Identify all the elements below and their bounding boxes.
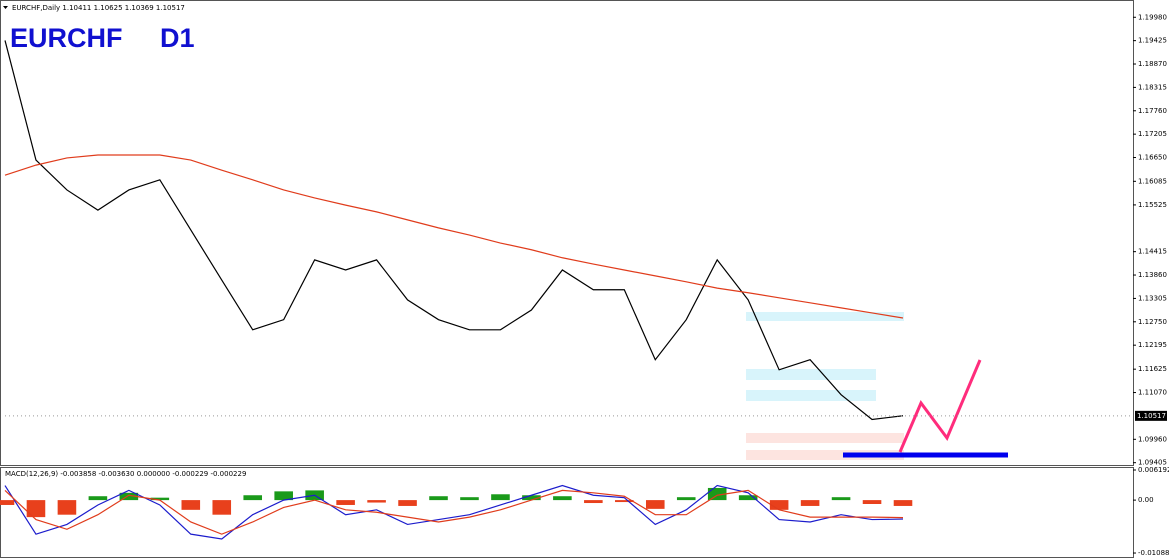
y-tick-label: 0.006192 (1138, 466, 1169, 474)
histogram-bar (584, 500, 603, 504)
histogram-bar (181, 500, 201, 510)
histogram-bar (367, 500, 386, 503)
histogram-bar (800, 500, 820, 506)
y-tick-label: 1.19425 (1138, 37, 1167, 45)
histogram-bar (0, 500, 15, 505)
histogram-bar (831, 497, 851, 501)
zone (746, 369, 876, 380)
y-tick-label: 1.18315 (1138, 83, 1167, 91)
menu-arrow[interactable] (3, 6, 8, 9)
overlay-title: EURCHF D1 (10, 23, 195, 53)
histogram-bar (522, 495, 541, 501)
y-tick-label: 1.13860 (1138, 271, 1167, 279)
y-tick-label: 1.09960 (1138, 435, 1167, 443)
histogram-bar (615, 500, 634, 503)
histogram-bar (893, 500, 913, 506)
indicator-label: MACD(12,26,9) -0.003858 -0.003630 0.0000… (5, 470, 246, 478)
series-line (4, 484, 904, 540)
y-tick-label: 1.12750 (1138, 318, 1167, 326)
y-tick-label: 1.19980 (1138, 13, 1167, 21)
histogram-bar (553, 496, 572, 501)
zone (746, 312, 904, 321)
histogram-bar (150, 497, 170, 501)
price-panel (0, 0, 1134, 466)
y-tick-label: 1.17760 (1138, 107, 1167, 115)
last-price-box (1135, 410, 1167, 421)
last-price-label: 1.10517 (1137, 412, 1166, 420)
series-line (4, 489, 904, 535)
y-tick-label: 1.16085 (1138, 177, 1167, 185)
series-line (4, 154, 904, 319)
zone (746, 450, 904, 460)
histogram-bar (398, 500, 417, 506)
y-tick-label: 1.14415 (1138, 248, 1167, 256)
y-tick-label: 1.15525 (1138, 201, 1167, 209)
series-line (4, 40, 904, 421)
y-tick-label: 1.16650 (1138, 154, 1167, 162)
histogram-bar (429, 496, 448, 501)
histogram-bar (707, 487, 727, 501)
histogram-bar (491, 494, 510, 501)
histogram-bar (738, 495, 758, 501)
histogram-bar (26, 500, 46, 518)
y-tick-label: 1.18870 (1138, 60, 1167, 68)
histogram-bar (243, 495, 263, 501)
histogram-bar (460, 497, 479, 501)
y-tick-label: 1.11070 (1138, 389, 1167, 397)
zone (746, 433, 904, 443)
histogram-bar (645, 500, 665, 509)
histogram-bar (88, 496, 108, 501)
zone (746, 390, 876, 401)
macd-panel (0, 467, 1134, 558)
histogram-bar (212, 500, 232, 515)
projection (898, 359, 982, 453)
histogram-bar (336, 500, 355, 505)
y-tick-label: 1.17205 (1138, 130, 1167, 138)
y-tick-label: 1.11625 (1138, 365, 1167, 373)
y-tick-label: 1.09405 (1138, 459, 1167, 467)
y-tick-label: 0.00 (1138, 496, 1154, 504)
histogram-bar (274, 491, 293, 501)
y-tick-label: 1.12195 (1138, 341, 1167, 349)
histogram-bar (862, 500, 882, 504)
histogram-bar (119, 492, 139, 501)
y-tick-label: -0.010882 (1138, 549, 1169, 557)
y-tick-label: 1.13305 (1138, 294, 1167, 302)
histogram-bar (57, 500, 77, 515)
histogram-bar (769, 500, 789, 510)
header: EURCHF,Daily 1.10411 1.10625 1.10369 1.1… (12, 4, 185, 12)
histogram-bar (676, 497, 696, 501)
